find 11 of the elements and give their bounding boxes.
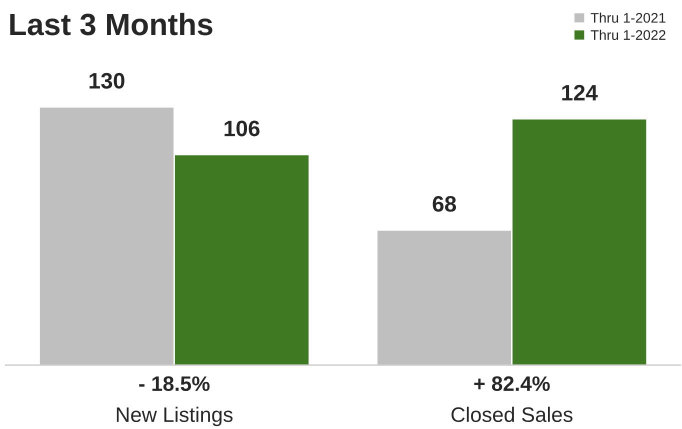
data-label: 106 (224, 120, 260, 136)
x-tick-label: New Listings (116, 406, 233, 426)
legend-label: Thru 1-2021 (590, 12, 666, 23)
x-tick-label: Closed Sales (452, 406, 572, 422)
data-label: 130 (90, 72, 124, 89)
data-label: 124 (562, 84, 598, 100)
legend-label: Thru 1-2022 (590, 30, 666, 40)
text: + 82.4% (474, 376, 550, 392)
chart-title: Last 3 Months (10, 12, 212, 36)
text: - 18.5% (139, 376, 210, 392)
data-label: 68 (432, 196, 456, 212)
